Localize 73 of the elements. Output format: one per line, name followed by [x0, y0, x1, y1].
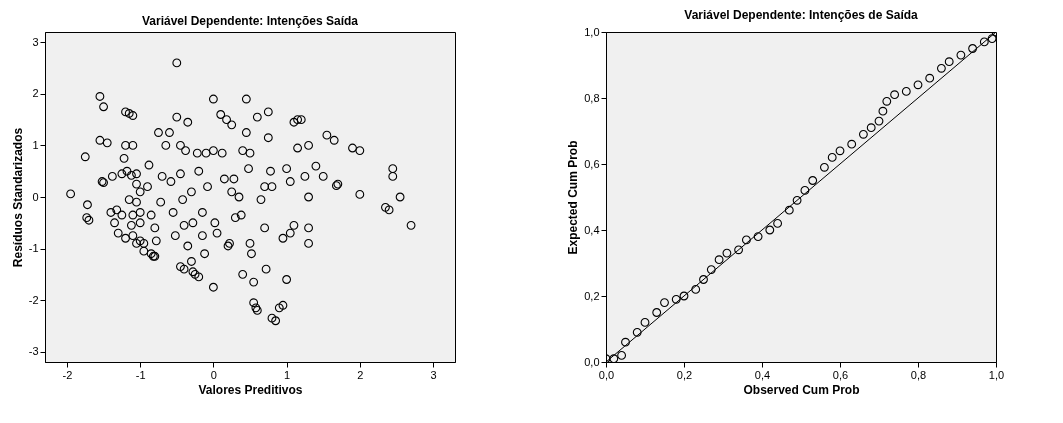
x-axis-title: Observed Cum Prob	[743, 382, 860, 397]
point	[609, 354, 619, 362]
point	[660, 298, 669, 308]
y-tick-label: 0,2	[584, 289, 600, 302]
point	[956, 50, 966, 60]
point	[979, 37, 989, 47]
x-tick-label: 0,6	[832, 368, 849, 381]
point	[808, 176, 818, 185]
chart-title: Variável Dependente: Intenções Saída	[141, 14, 359, 28]
point	[753, 232, 763, 242]
y-tick-label: 0,0	[584, 355, 600, 368]
x-tick-label: 0,4	[754, 368, 771, 381]
x-tick-label: -2	[62, 368, 73, 381]
chart-title: Variável Dependente: Intenções de Saída	[684, 8, 919, 22]
y-tick-label: 1,0	[584, 25, 600, 38]
point	[866, 123, 876, 133]
x-axis-title: Valores Preditivos	[198, 382, 303, 397]
point	[878, 106, 888, 116]
point	[792, 195, 802, 205]
point	[714, 255, 724, 265]
point	[874, 116, 884, 126]
y-tick-label: -3	[28, 345, 39, 358]
point	[987, 34, 996, 44]
point	[722, 248, 732, 258]
point	[706, 265, 716, 275]
x-tick-label: 0,2	[676, 368, 693, 381]
y-tick-label: -2	[28, 293, 39, 306]
point	[819, 162, 829, 172]
point	[901, 86, 911, 96]
point	[784, 205, 794, 215]
point	[773, 218, 783, 228]
point	[827, 152, 837, 162]
x-tick-label: -1	[135, 368, 146, 381]
point	[741, 235, 751, 245]
point	[858, 129, 868, 139]
point	[621, 337, 630, 347]
point	[679, 291, 689, 301]
y-axis-title: Resíduos Standarizados	[10, 127, 25, 268]
y-axis-title: Expected Cum Prob	[566, 140, 581, 255]
y-tick-label: 1	[32, 138, 39, 151]
x-tick-label: 0,8	[910, 368, 927, 381]
point	[913, 80, 923, 90]
y-tick-label: 0	[32, 190, 39, 203]
point	[699, 275, 708, 284]
y-tick-label: 0,6	[584, 157, 600, 170]
point	[925, 73, 935, 83]
point	[944, 57, 954, 67]
point	[617, 350, 627, 360]
point	[652, 308, 662, 317]
point	[882, 96, 892, 106]
point	[890, 90, 900, 100]
y-tick-label: 3	[32, 35, 39, 48]
y-tick-label: 0,4	[584, 223, 600, 236]
x-tick-label: 1	[284, 368, 291, 381]
point	[968, 44, 978, 53]
x-tick-label: 0,0	[598, 368, 615, 381]
point	[734, 245, 744, 255]
point	[640, 317, 650, 327]
point	[835, 146, 845, 156]
point	[632, 327, 642, 337]
x-tick-label: 2	[357, 368, 364, 381]
point	[800, 185, 810, 195]
point	[691, 284, 701, 294]
point	[936, 63, 946, 73]
point	[671, 294, 681, 304]
point	[765, 225, 775, 235]
y-tick-label: -1	[28, 242, 39, 255]
point	[847, 139, 857, 149]
x-tick-label: 3	[430, 368, 437, 381]
x-tick-label: 1,0	[988, 368, 1005, 381]
y-tick-label: 0,8	[584, 91, 600, 104]
y-tick-label: 2	[32, 87, 39, 100]
x-tick-label: 0	[210, 368, 217, 381]
